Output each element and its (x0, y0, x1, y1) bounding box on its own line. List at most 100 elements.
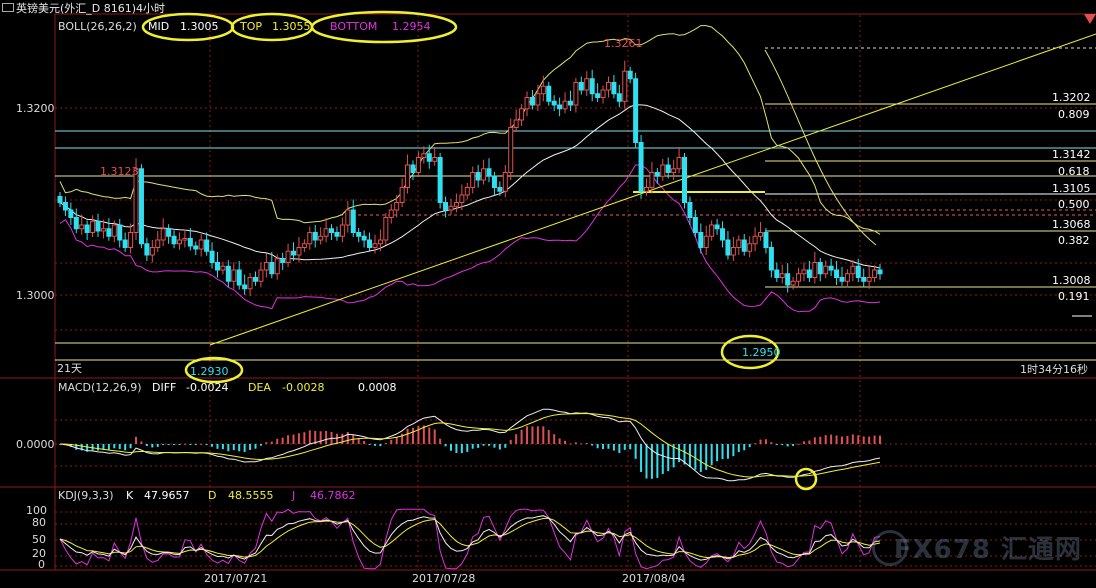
macd-bar (607, 444, 610, 449)
macd-value: 0.0008 (358, 381, 397, 394)
macd-bar (455, 444, 458, 453)
candle-body (540, 85, 546, 95)
macd-bar (107, 444, 110, 451)
candle-body (453, 202, 459, 207)
candle-body (263, 262, 269, 271)
macd-bar (515, 434, 518, 444)
candle-body (513, 119, 519, 128)
macd-bar (792, 444, 795, 446)
macd-bar (862, 436, 865, 444)
macd-bar (363, 441, 366, 444)
macd-bar (254, 444, 257, 449)
candle-body (796, 273, 802, 282)
candle-body (231, 269, 237, 282)
candle-body (768, 247, 774, 271)
macd-bar (297, 433, 300, 444)
candle-body (502, 172, 508, 192)
candle-body (660, 164, 666, 177)
kdj-tick-100: 100 (26, 504, 47, 517)
macd-bar (482, 444, 485, 446)
macd-bar (813, 437, 816, 444)
macd-bar (200, 443, 203, 445)
macd-bar (656, 444, 659, 478)
macd-bar (716, 444, 719, 462)
kdj-j-value: 46.7862 (310, 489, 356, 502)
macd-bar (303, 432, 306, 444)
candle-body (687, 202, 693, 218)
candle-body (128, 232, 134, 248)
macd-bar (759, 439, 762, 444)
macd-bar (368, 444, 371, 445)
candle-body (247, 277, 253, 290)
candle-body (62, 202, 68, 211)
macd-bar (308, 430, 311, 444)
macd-bar (395, 437, 398, 444)
macd-bar (596, 444, 599, 449)
candle-body (334, 232, 340, 237)
candle-body (176, 239, 182, 245)
candle-body (616, 93, 622, 102)
candle-body (285, 250, 291, 263)
candle-body (345, 209, 351, 226)
candle-body (600, 89, 606, 98)
candle-body (258, 269, 264, 282)
candle-body (741, 239, 747, 252)
candle-body (595, 93, 601, 98)
macd-label: MACD(12,26,9) (58, 381, 142, 394)
boll-top-band (59, 25, 881, 235)
macd-diff-value: -0.0024 (186, 381, 228, 394)
macd-bar (764, 439, 767, 444)
candle-body (133, 168, 139, 233)
candle-body (774, 269, 780, 278)
candle-body (676, 157, 682, 170)
macd-bar (178, 444, 181, 445)
macd-bar (672, 444, 675, 468)
candle-body (350, 209, 356, 233)
candle-body (312, 232, 318, 241)
candle-body (459, 194, 465, 203)
candle-body (209, 250, 215, 263)
candle-body (367, 239, 373, 248)
macd-bar (439, 438, 442, 444)
macd-bar (124, 444, 127, 451)
candle-body (220, 265, 226, 271)
candle-body (193, 245, 199, 250)
candle-body (535, 93, 541, 106)
candle-body (388, 209, 394, 218)
macd-bar (802, 441, 805, 444)
candle-body (90, 220, 96, 233)
macd-dea-line (59, 412, 881, 478)
macd-bar (488, 444, 491, 446)
window-menu-icon[interactable] (2, 3, 14, 12)
boll-top-value: 1.3055 (272, 20, 311, 33)
macd-bar (585, 442, 588, 444)
macd-bar (553, 434, 556, 444)
macd-bar (618, 444, 621, 453)
macd-bar (341, 433, 344, 444)
kdj-tick-80: 80 (32, 516, 46, 529)
macd-bar (493, 444, 496, 448)
macd-bar (135, 436, 138, 444)
kdj-d-label: D (208, 489, 216, 502)
macd-bar (221, 444, 224, 450)
kdj-tick-50: 50 (32, 533, 46, 546)
candle-body (855, 265, 861, 278)
candle-body (633, 78, 639, 143)
candle-body (557, 104, 563, 110)
macd-bar (162, 444, 165, 445)
candle-body (546, 85, 552, 102)
macd-bar (699, 444, 702, 472)
macd-bar (167, 444, 170, 445)
macd-bar (460, 444, 463, 454)
macd-bar (373, 444, 376, 446)
macd-bar (406, 428, 409, 444)
candle-body (643, 187, 649, 192)
macd-bar (824, 435, 827, 444)
macd-bar (449, 444, 452, 451)
macd-bar (678, 444, 681, 463)
macd-bar (471, 444, 474, 449)
macd-bar (835, 435, 838, 444)
candle-body (394, 202, 400, 211)
candle-body (339, 224, 345, 237)
